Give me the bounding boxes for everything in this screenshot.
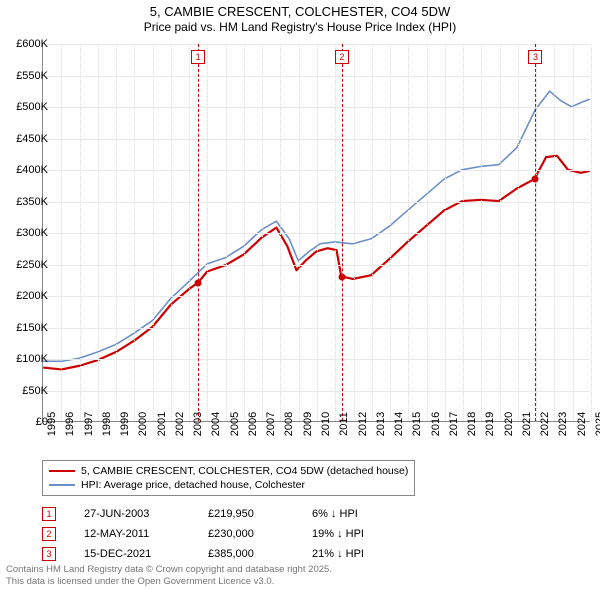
plot-area: 1 2 3 <box>42 44 590 422</box>
transaction-price: £385,000 <box>208 548 284 560</box>
transaction-price: £219,950 <box>208 508 284 520</box>
marker-vline <box>535 44 536 421</box>
transaction-row: 2 12-MAY-2011 £230,000 19% ↓ HPI <box>42 524 392 544</box>
y-axis-tick-label: £0 <box>4 416 48 428</box>
legend-box: 5, CAMBIE CRESCENT, COLCHESTER, CO4 5DW … <box>42 460 415 496</box>
y-axis-tick-label: £150K <box>4 322 48 334</box>
x-axis-tick-label: 2017 <box>448 412 460 436</box>
transaction-row: 3 15-DEC-2021 £385,000 21% ↓ HPI <box>42 544 392 564</box>
footer-line2: This data is licensed under the Open Gov… <box>6 576 332 588</box>
transaction-delta: 6% ↓ HPI <box>312 508 392 520</box>
x-axis-tick-label: 2003 <box>192 412 204 436</box>
y-axis-tick-label: £250K <box>4 259 48 271</box>
x-axis-tick-label: 2024 <box>576 412 588 436</box>
legend-swatch-price-paid <box>49 470 75 472</box>
footer-attribution: Contains HM Land Registry data © Crown c… <box>6 564 332 588</box>
x-axis-tick-label: 2014 <box>393 412 405 436</box>
marker-dot <box>195 280 202 287</box>
x-axis-tick-label: 2023 <box>557 412 569 436</box>
x-axis-tick-label: 2022 <box>539 412 551 436</box>
transaction-marker-icon: 2 <box>42 527 56 541</box>
legend-item-hpi: HPI: Average price, detached house, Colc… <box>49 478 408 492</box>
legend-label-price-paid: 5, CAMBIE CRESCENT, COLCHESTER, CO4 5DW … <box>81 465 408 477</box>
x-axis-tick-label: 2018 <box>466 412 478 436</box>
transaction-date: 15-DEC-2021 <box>84 548 180 560</box>
transaction-price: £230,000 <box>208 528 284 540</box>
x-axis-tick-label: 2004 <box>210 412 222 436</box>
x-axis-tick-label: 2016 <box>430 412 442 436</box>
transaction-delta: 19% ↓ HPI <box>312 528 392 540</box>
transaction-date: 12-MAY-2011 <box>84 528 180 540</box>
x-axis-tick-label: 2020 <box>503 412 515 436</box>
marker-vline <box>342 44 343 421</box>
transaction-marker-icon: 1 <box>42 507 56 521</box>
x-axis-tick-label: 1997 <box>83 412 95 436</box>
chart-container: 5, CAMBIE CRESCENT, COLCHESTER, CO4 5DW … <box>0 0 600 590</box>
transaction-marker-icon: 3 <box>42 547 56 561</box>
x-axis-tick-label: 2010 <box>320 412 332 436</box>
title-line2: Price paid vs. HM Land Registry's House … <box>0 20 600 34</box>
marker-box-icon: 1 <box>191 50 205 64</box>
x-axis-tick-label: 1996 <box>64 412 76 436</box>
x-axis-tick-label: 1998 <box>101 412 113 436</box>
y-axis-tick-label: £450K <box>4 133 48 145</box>
legend-item-price-paid: 5, CAMBIE CRESCENT, COLCHESTER, CO4 5DW … <box>49 464 408 478</box>
y-axis-tick-label: £600K <box>4 38 48 50</box>
y-axis-tick-label: £400K <box>4 164 48 176</box>
y-axis-tick-label: £500K <box>4 101 48 113</box>
x-axis-tick-label: 2025 <box>594 412 600 436</box>
y-axis-tick-label: £200K <box>4 290 48 302</box>
y-axis-tick-label: £300K <box>4 227 48 239</box>
transaction-date: 27-JUN-2003 <box>84 508 180 520</box>
x-axis-tick-label: 2008 <box>283 412 295 436</box>
marker-vline <box>198 44 199 421</box>
transactions-table: 1 27-JUN-2003 £219,950 6% ↓ HPI 2 12-MAY… <box>42 504 392 564</box>
x-axis-tick-label: 2013 <box>375 412 387 436</box>
transaction-row: 1 27-JUN-2003 £219,950 6% ↓ HPI <box>42 504 392 524</box>
x-axis-tick-label: 2006 <box>247 412 259 436</box>
x-axis-tick-label: 2012 <box>357 412 369 436</box>
title-line1: 5, CAMBIE CRESCENT, COLCHESTER, CO4 5DW <box>0 4 600 19</box>
x-axis-tick-label: 2011 <box>338 412 350 436</box>
x-axis-tick-label: 2001 <box>156 412 168 436</box>
x-axis-tick-label: 1995 <box>46 412 58 436</box>
y-axis-tick-label: £50K <box>4 385 48 397</box>
x-axis-tick-label: 2005 <box>229 412 241 436</box>
marker-box-icon: 2 <box>335 50 349 64</box>
marker-dot <box>532 176 539 183</box>
footer-line1: Contains HM Land Registry data © Crown c… <box>6 564 332 576</box>
title-block: 5, CAMBIE CRESCENT, COLCHESTER, CO4 5DW … <box>0 0 600 34</box>
legend-swatch-hpi <box>49 484 75 486</box>
x-axis-tick-label: 2015 <box>411 412 423 436</box>
x-axis-tick-label: 2021 <box>521 412 533 436</box>
legend-label-hpi: HPI: Average price, detached house, Colc… <box>81 479 305 491</box>
x-axis-tick-label: 1999 <box>119 412 131 436</box>
y-axis-tick-label: £100K <box>4 353 48 365</box>
transaction-delta: 21% ↓ HPI <box>312 548 392 560</box>
x-axis-tick-label: 2009 <box>302 412 314 436</box>
y-axis-tick-label: £350K <box>4 196 48 208</box>
marker-dot <box>338 274 345 281</box>
x-axis-tick-label: 2000 <box>137 412 149 436</box>
marker-box-icon: 3 <box>528 50 542 64</box>
y-axis-tick-label: £550K <box>4 70 48 82</box>
x-axis-tick-label: 2002 <box>174 412 186 436</box>
x-axis-tick-label: 2007 <box>265 412 277 436</box>
x-axis-tick-label: 2019 <box>484 412 496 436</box>
